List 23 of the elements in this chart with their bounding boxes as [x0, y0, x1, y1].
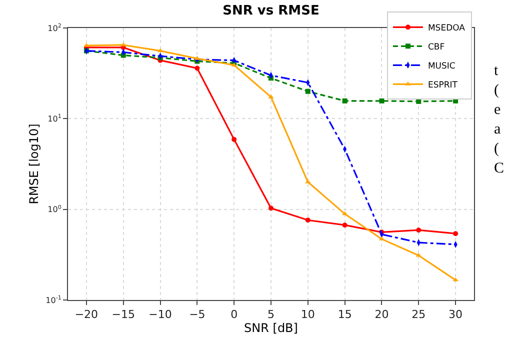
- x-tick-label: 10: [300, 308, 315, 322]
- x-tick-label: −5: [189, 308, 206, 322]
- y-tick-label: 10$^{-1}$: [46, 294, 62, 305]
- y-tick-label: 10$^{1}$: [48, 113, 62, 124]
- x-tick-label: 5: [268, 308, 274, 322]
- x-axis-title: SNR [dB]: [244, 321, 298, 336]
- legend-label: MSEDOA: [428, 23, 466, 34]
- y-tick-label: 10$^{2}$: [48, 22, 62, 33]
- x-tick-label: −20: [74, 308, 98, 322]
- legend-label: MUSIC: [428, 61, 456, 72]
- x-tick-label: 0: [230, 308, 238, 322]
- chart-title: SNR vs RMSE: [222, 3, 320, 18]
- x-tick-label: −15: [112, 308, 135, 322]
- text: t ( e a ( C: [494, 63, 504, 176]
- x-tick-label: −10: [148, 308, 172, 322]
- x-tick-label: 25: [412, 308, 426, 322]
- y-tick-label: 10$^{0}$: [48, 204, 62, 214]
- x-tick-label: 20: [374, 308, 389, 322]
- legend-label: CBF: [428, 42, 445, 52]
- y-axis-title: RMSE [log10]: [26, 124, 41, 204]
- legend-label: ESPRIT: [428, 80, 458, 90]
- x-tick-label: 30: [448, 308, 463, 322]
- x-tick-label: 15: [338, 308, 352, 322]
